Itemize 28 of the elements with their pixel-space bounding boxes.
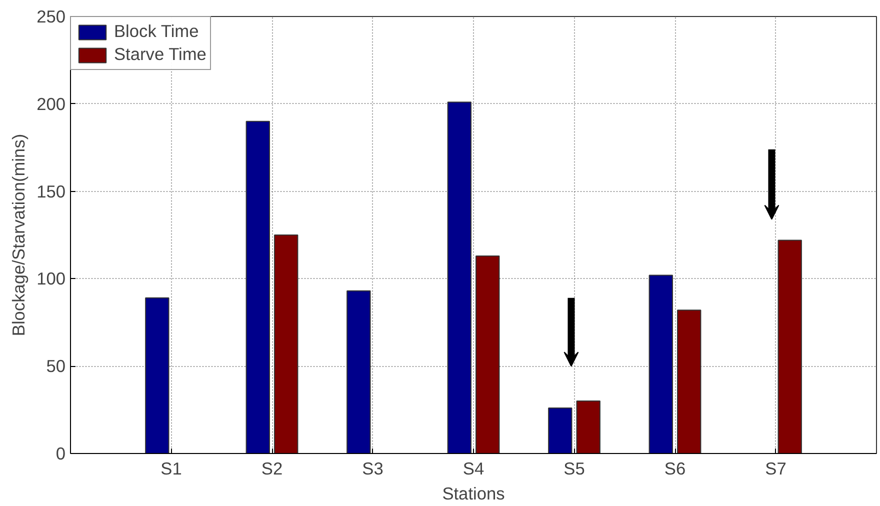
x-tick-label: S6 [664,458,686,478]
x-tick-label: S1 [160,458,182,478]
x-tick-label: S5 [564,458,585,478]
bar [346,290,371,454]
y-axis-title: Blockage/Starvation(mins) [8,134,29,336]
bar [677,310,702,454]
bar [648,274,673,454]
legend-label: Block Time [114,21,199,42]
bar [145,297,170,454]
bar [576,400,600,454]
y-tick-label: 100 [36,268,66,289]
bar [447,102,472,454]
y-tick-label: 50 [46,356,66,376]
bar [778,240,802,454]
bar [246,120,270,454]
legend-label: Starve Time [114,44,206,65]
x-tick-label: S4 [462,458,484,478]
y-tick-label: 0 [56,444,66,464]
bar [548,408,572,454]
x-tick-label: S2 [261,458,283,478]
bar [476,255,500,454]
y-tick-label: 150 [36,181,66,202]
x-tick-label: S3 [362,458,384,478]
x-tick-label: S7 [765,458,786,478]
y-tick-label: 200 [36,94,66,114]
bar [274,234,298,454]
y-tick-label: 250 [36,6,66,26]
x-axis-title: Stations [442,484,506,504]
